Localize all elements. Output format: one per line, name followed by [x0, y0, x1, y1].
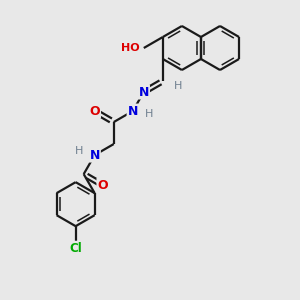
Text: HO: HO [121, 43, 140, 53]
Text: H: H [74, 146, 83, 156]
Text: O: O [98, 178, 108, 192]
Text: N: N [89, 148, 100, 162]
Text: O: O [89, 105, 100, 118]
Text: H: H [145, 109, 153, 119]
Text: H: H [174, 81, 182, 91]
Text: Cl: Cl [69, 242, 82, 255]
Text: N: N [128, 105, 138, 118]
Text: N: N [139, 85, 149, 98]
